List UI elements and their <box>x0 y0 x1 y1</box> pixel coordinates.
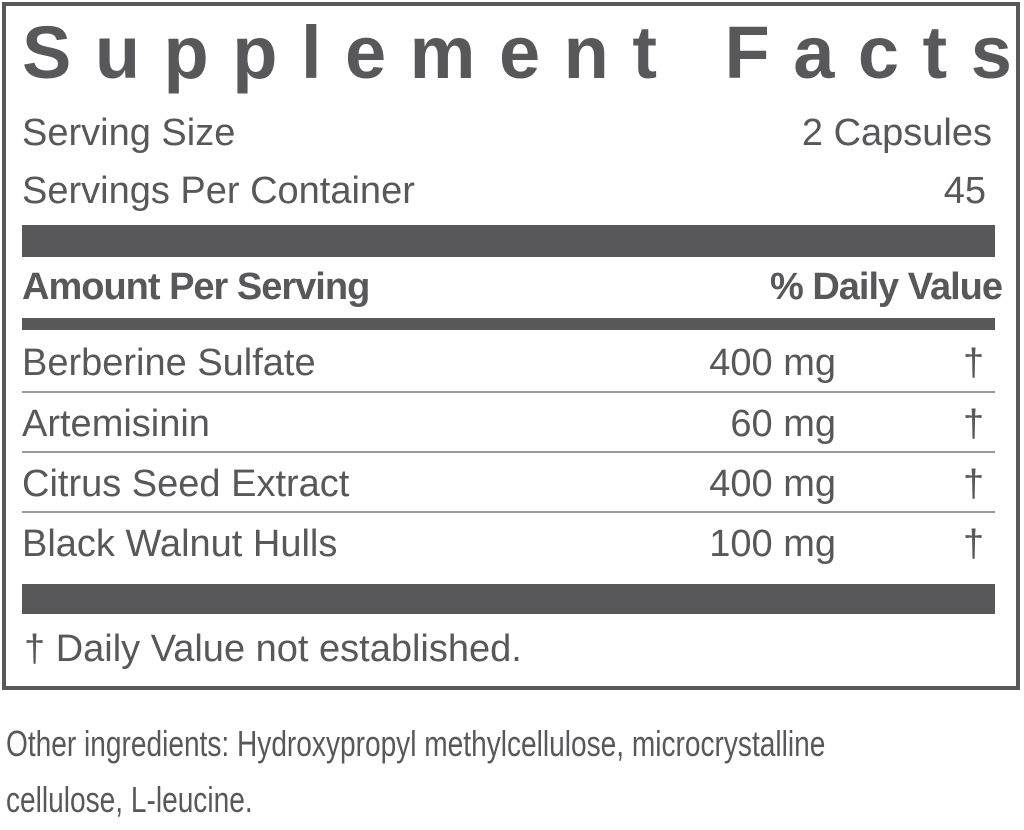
daily-value-header: % Daily Value <box>769 266 1003 308</box>
supplement-facts-panel <box>2 2 1020 690</box>
panel-title: Supplement Facts <box>22 11 1024 94</box>
ingredient-dv: † <box>963 342 985 384</box>
row-divider <box>22 451 995 453</box>
ingredient-amount: 60 mg <box>730 403 836 445</box>
ingredient-name: Citrus Seed Extract <box>22 463 350 505</box>
other-ingredients-line-2: cellulose, L-leucine. <box>6 779 253 820</box>
serving-size-value: 2 Capsules <box>801 112 992 154</box>
ingredient-amount: 400 mg <box>709 463 836 505</box>
servings-per-container-value: 45 <box>943 170 986 212</box>
medium-divider <box>22 318 995 330</box>
ingredient-dv: † <box>963 403 985 445</box>
thick-divider <box>22 225 995 257</box>
amount-per-serving-header: Amount Per Serving <box>22 266 370 308</box>
row-divider <box>22 391 995 393</box>
ingredient-name: Black Walnut Hulls <box>22 523 338 565</box>
footnote: † Daily Value not established. <box>24 628 522 670</box>
ingredient-amount: 400 mg <box>709 342 836 384</box>
ingredient-dv: † <box>963 523 985 565</box>
other-ingredients-line-1: Other ingredients: Hydroxypropyl methylc… <box>6 723 826 764</box>
serving-size-label: Serving Size <box>22 112 236 154</box>
servings-per-container-label: Servings Per Container <box>22 170 415 212</box>
ingredient-amount: 100 mg <box>709 523 836 565</box>
ingredient-name: Artemisinin <box>22 403 210 445</box>
row-divider <box>22 511 995 513</box>
thick-divider <box>22 584 995 614</box>
ingredient-name: Berberine Sulfate <box>22 342 316 384</box>
ingredient-dv: † <box>963 463 985 505</box>
